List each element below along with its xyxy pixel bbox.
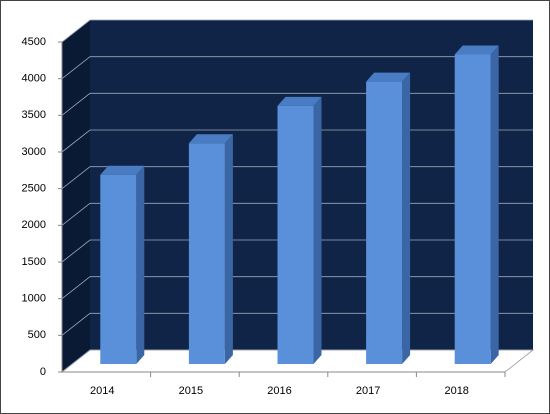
bar bbox=[100, 165, 145, 364]
x-tick-label: 2018 bbox=[444, 385, 468, 397]
grid-line bbox=[61, 19, 533, 43]
y-tick-label: 3500 bbox=[22, 109, 46, 121]
x-tick-label: 2017 bbox=[356, 385, 380, 397]
bar-side bbox=[224, 134, 233, 364]
x-tick-label: 2016 bbox=[267, 385, 291, 397]
bar bbox=[454, 45, 499, 365]
bar-side bbox=[136, 165, 145, 364]
bar-front bbox=[454, 54, 491, 365]
y-tick-label: 2500 bbox=[22, 183, 46, 195]
bar-front bbox=[188, 143, 225, 364]
bar-top bbox=[366, 72, 411, 82]
side-wall bbox=[62, 20, 90, 372]
bar bbox=[188, 134, 233, 364]
grid-line bbox=[61, 56, 533, 79]
bar-top bbox=[277, 96, 322, 106]
bar-side bbox=[490, 45, 499, 365]
bar-front bbox=[277, 105, 314, 364]
bar bbox=[366, 72, 411, 365]
y-tick-label: 4000 bbox=[22, 73, 46, 85]
bar-top bbox=[188, 134, 233, 144]
bar-top bbox=[100, 165, 145, 175]
y-tick-label: 2000 bbox=[22, 219, 46, 231]
y-tick-label: 0 bbox=[40, 366, 46, 378]
y-tick-label: 1500 bbox=[22, 256, 46, 268]
bar-side bbox=[313, 96, 322, 364]
bar-top bbox=[454, 45, 499, 55]
bar-front bbox=[100, 174, 137, 364]
y-tick-label: 3000 bbox=[22, 146, 46, 158]
bar bbox=[277, 96, 322, 364]
y-tick-label: 500 bbox=[28, 329, 46, 341]
y-tick-label: 1000 bbox=[22, 293, 46, 305]
x-tick-label: 2014 bbox=[90, 385, 114, 397]
bar-side bbox=[402, 72, 411, 365]
bar-front bbox=[366, 81, 403, 365]
x-tick-label: 2015 bbox=[179, 385, 203, 397]
y-tick-label: 4500 bbox=[22, 36, 46, 48]
